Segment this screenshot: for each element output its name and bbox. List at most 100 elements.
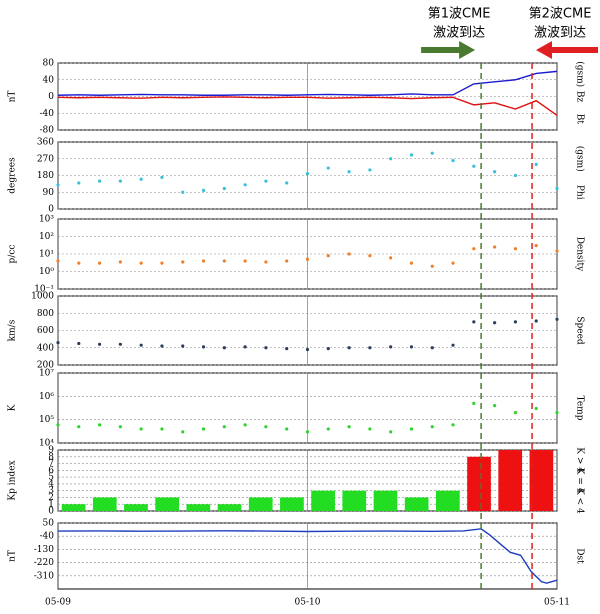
data-point (513, 173, 518, 178)
data-point (493, 245, 497, 249)
data-point (493, 170, 497, 174)
y-tick-label: 10⁶ (39, 392, 54, 402)
data-point (118, 342, 122, 346)
data-point (243, 259, 247, 263)
kp-bar (92, 497, 117, 511)
y-tick-label: 2 (48, 493, 54, 503)
data-point (139, 177, 143, 181)
data-point (201, 427, 206, 431)
data-point (389, 430, 393, 434)
data-point (409, 153, 414, 157)
x-tick-label: 05-10 (295, 598, 321, 608)
series-line (57, 70, 558, 96)
data-point (222, 186, 226, 191)
data-point (513, 411, 518, 415)
y-tick-label: -40 (40, 532, 55, 542)
y-tick-label: 600 (37, 326, 54, 336)
data-point (493, 321, 497, 325)
y-tick-label: 10² (39, 232, 54, 242)
y-tick-label: 4 (48, 479, 54, 489)
data-point (430, 264, 434, 268)
data-point (451, 423, 455, 427)
data-point (409, 427, 414, 431)
data-point (534, 244, 538, 248)
y-tick-label: 10⁵ (39, 415, 54, 425)
kp-bar (435, 490, 460, 511)
y-axis-label: km/s (8, 319, 18, 341)
series-name: Bt (575, 114, 585, 125)
y-tick-label: -40 (40, 109, 55, 119)
kp-bar (248, 497, 273, 511)
data-point (347, 170, 351, 174)
y-tick-label: 270 (37, 154, 54, 164)
legend-entry: K > 4 (575, 447, 585, 473)
data-point (139, 427, 143, 431)
data-point (451, 159, 455, 163)
kp-bar (342, 490, 367, 511)
data-point (222, 259, 226, 263)
data-point (56, 340, 60, 345)
unit-label: (gsm) (575, 146, 586, 172)
data-point (97, 261, 102, 265)
data-point (181, 260, 185, 264)
data-point (472, 401, 476, 405)
data-point (326, 254, 330, 258)
data-point (201, 188, 206, 192)
y-tick-label: 0 (48, 205, 54, 215)
data-point (201, 345, 206, 349)
y-tick-label: 5 (48, 473, 54, 483)
data-point (97, 423, 102, 427)
kp-bar (61, 504, 86, 511)
data-point (347, 425, 351, 429)
legend-entry: K = 4 (575, 468, 585, 494)
data-point (555, 186, 559, 191)
y-tick-label: -220 (34, 558, 54, 568)
data-point (181, 430, 185, 434)
kp-bar (155, 497, 180, 511)
data-point (451, 343, 455, 347)
event-label: 第1波CME (428, 7, 491, 22)
data-point (118, 425, 122, 429)
kp-bar (404, 497, 429, 511)
data-point (347, 252, 351, 256)
data-point (243, 183, 247, 187)
y-tick-label: 180 (37, 171, 54, 181)
x-tick-label: 05-09 (45, 598, 71, 608)
data-point (326, 427, 330, 431)
event-label: 第2波CME (529, 7, 592, 22)
y-tick-label: 1000 (31, 292, 54, 302)
data-point (139, 261, 143, 265)
event-label: 激波到达 (433, 26, 485, 41)
data-point (264, 346, 268, 350)
kp-bar (467, 456, 491, 511)
data-point (56, 183, 60, 187)
data-point (430, 346, 434, 350)
y-axis-label: K (8, 404, 18, 411)
y-axis-label: nT (8, 91, 18, 103)
kp-bar (124, 504, 148, 511)
data-point (77, 261, 81, 265)
data-point (160, 261, 164, 265)
data-point (534, 406, 538, 411)
kp-bar (280, 497, 304, 511)
data-point (472, 320, 476, 324)
y-tick-label: 0 (48, 92, 54, 102)
data-point (326, 347, 330, 351)
data-point (368, 427, 372, 431)
data-point (409, 345, 414, 349)
data-point (555, 317, 559, 321)
data-point (181, 190, 185, 194)
data-point (534, 162, 538, 166)
data-point (160, 344, 164, 348)
y-tick-label: 10⁰ (39, 267, 54, 277)
data-point (285, 181, 289, 185)
y-axis-label: nT (8, 550, 18, 562)
y-tick-label: 80 (43, 59, 55, 69)
unit-label: (gsm) (575, 61, 586, 87)
data-point (305, 430, 310, 434)
data-point (534, 319, 538, 323)
data-point (97, 342, 102, 346)
y-tick-label: 10⁻¹ (34, 285, 54, 295)
event-label: 激波到达 (534, 26, 586, 41)
